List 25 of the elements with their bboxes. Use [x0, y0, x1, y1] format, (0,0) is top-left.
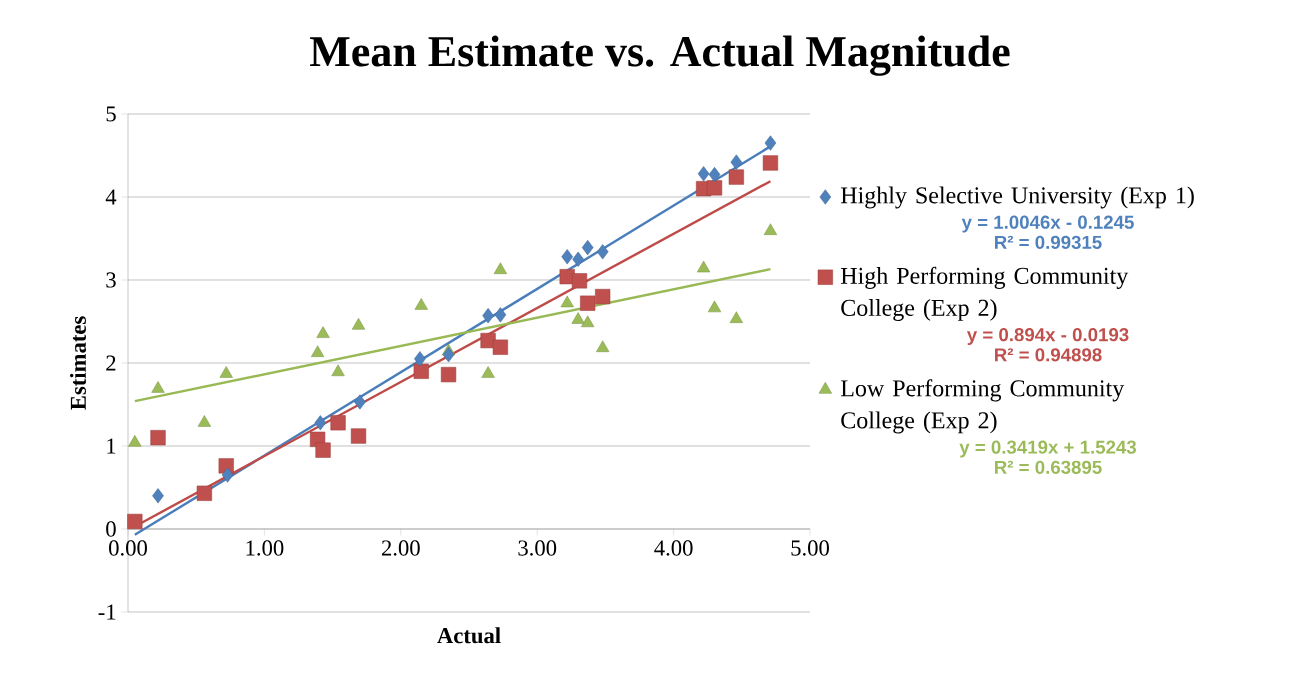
x-tick-label: 2.00: [381, 540, 420, 556]
x-tick-label: 1.00: [246, 540, 284, 556]
legend-label: Low Performing Community College (Exp 2): [840, 379, 1125, 434]
y-tick-label: -1: [98, 604, 116, 620]
text: y = 0.894x - 0.0193: [966, 328, 1129, 346]
chart-title: Mean Estimate vs. Actual Magnitude: [310, 35, 1010, 76]
y-tick-label: 1: [107, 438, 116, 454]
text: y = 0.3419x + 1.5243: [959, 440, 1137, 458]
x-tick-label: 5.00: [791, 540, 829, 556]
text: y = 1.0046x - 0.1245: [961, 215, 1134, 233]
legend-label: Highly Selective University (Exp 1): [840, 186, 1194, 209]
x-tick-label: 3.00: [518, 540, 557, 556]
x-axis-title: Actual: [437, 627, 501, 644]
y-tick-label: 3: [106, 272, 116, 288]
text: R² = 0.99315: [995, 235, 1102, 249]
legend-label: High Performing Community College (Exp 2): [840, 266, 1129, 321]
text: R² = 0.94898: [995, 348, 1102, 362]
y-axis-title: Estimates: [70, 316, 86, 410]
text: R² = 0.63895: [995, 460, 1102, 474]
x-tick-label: 4.00: [654, 540, 693, 556]
y-tick-label: 0: [106, 521, 116, 537]
x-tick-label: 0.00: [109, 540, 147, 556]
y-tick-label: 4: [105, 189, 117, 205]
y-tick-label: 2: [106, 355, 116, 371]
y-tick-label: 5: [106, 106, 116, 122]
